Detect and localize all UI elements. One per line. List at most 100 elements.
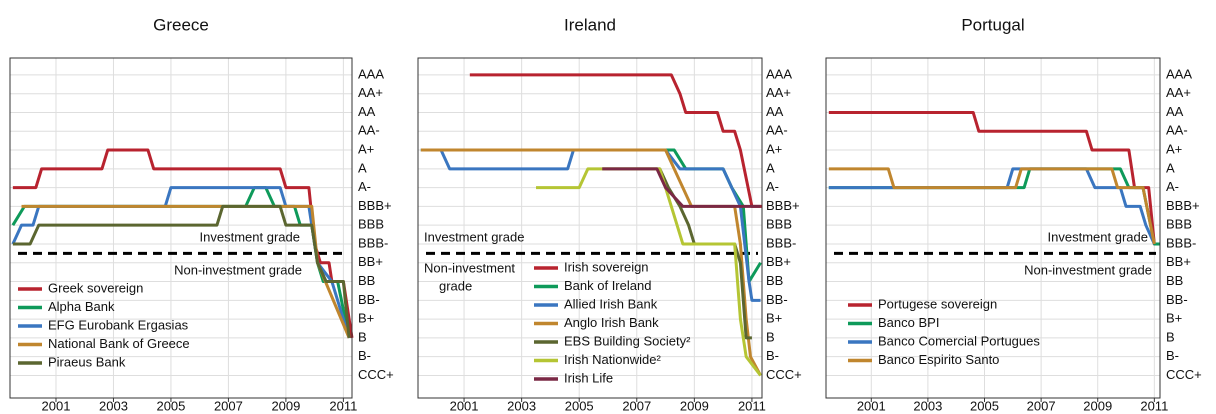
y-tick-label: AA+ [1166,85,1191,100]
legend-label: EBS Building Society² [564,333,691,348]
legend-label: Banco Espirito Santo [878,352,999,367]
plot-area [418,58,762,398]
y-tick-label: AAA [1166,66,1192,81]
panel-title: Ireland [564,15,616,34]
x-tick-label: 2009 [1083,398,1112,413]
y-tick-label: BBB+ [766,198,800,213]
legend-label: Irish Nationwide² [564,352,661,367]
x-tick-label: 2007 [622,398,651,413]
plot-frame [417,57,763,399]
x-tick-label: 2011 [329,398,357,413]
y-tick-label: B+ [358,311,374,326]
y-tick-label: BB [766,273,783,288]
y-tick-label: AA+ [358,85,383,100]
y-tick-label: BBB- [1166,235,1196,250]
y-tick-label: BBB- [358,235,388,250]
y-tick-label: BBB- [766,235,796,250]
legend-label: Banco BPI [878,315,939,330]
annotation: Non-investment grade [1024,262,1152,277]
y-tick-label: BB+ [1166,254,1191,269]
y-tick-label: A- [766,179,779,194]
legend-label: Banco Comercial Portugues [878,333,1040,348]
y-tick-label: A [1166,160,1175,175]
y-tick-label: BB+ [766,254,791,269]
legend-label: Alpha Bank [48,299,115,314]
legend-label: Irish sovereign [564,259,649,274]
y-tick-label: BB [358,273,375,288]
legend-label: Irish Life [564,370,613,385]
x-tick-label: 2005 [970,398,999,413]
y-tick-label: A [766,160,775,175]
y-tick-label: B [766,329,775,344]
x-tick-label: 2009 [680,398,709,413]
y-tick-label: A- [358,179,371,194]
x-tick-label: 2009 [271,398,300,413]
legend-label: Allied Irish Bank [564,296,658,311]
series-line [828,167,1156,245]
y-tick-label: AA [766,104,784,119]
y-tick-label: AA [1166,104,1184,119]
series-line [12,148,354,339]
x-tick-label: 2007 [214,398,243,413]
x-tick-label: 2001 [857,398,886,413]
plot-frame [825,57,1161,399]
annotation: Investment grade [1048,229,1148,244]
y-tick-label: AAA [358,66,384,81]
y-tick-label: A+ [766,141,782,156]
y-tick-label: B- [1166,348,1179,363]
series-line [536,167,762,377]
y-tick-label: BB- [766,292,788,307]
y-tick-label: A [358,160,367,175]
y-tick-label: CCC+ [766,367,802,382]
y-tick-label: AA- [358,123,380,138]
y-tick-label: B [1166,329,1175,344]
y-tick-label: A+ [1166,141,1182,156]
panel-title: Greece [153,15,209,34]
y-tick-label: AA- [1166,123,1188,138]
y-tick-label: A+ [358,141,374,156]
y-tick-label: BB- [358,292,380,307]
legend-label: National Bank of Greece [48,336,190,351]
y-tick-label: A- [1166,179,1179,194]
series-line [12,204,351,339]
y-tick-label: BB- [1166,292,1188,307]
y-tick-label: BBB [766,217,792,232]
y-tick-label: AAA [766,66,792,81]
plot-area [826,58,1160,398]
annotation: grade [439,278,472,293]
series-line [828,110,1160,246]
series-line [420,148,761,302]
x-tick-label: 2003 [507,398,536,413]
y-tick-label: B+ [1166,311,1182,326]
x-tick-label: 2003 [99,398,128,413]
y-tick-label: AA [358,104,376,119]
annotation: Investment grade [200,229,300,244]
y-tick-label: CCC+ [1166,367,1202,382]
y-tick-label: BBB [1166,217,1192,232]
legend-label: Anglo Irish Bank [564,315,659,330]
plot-frame [9,57,353,399]
annotation: Non-investment [424,260,515,275]
annotation: Investment grade [424,229,524,244]
y-tick-label: BBB+ [358,198,392,213]
annotation: Non-investment grade [174,262,302,277]
x-tick-label: 2001 [450,398,479,413]
x-tick-label: 2011 [1140,398,1168,413]
y-tick-label: BB [1166,273,1183,288]
x-tick-label: 2001 [42,398,71,413]
x-tick-label: 2011 [738,398,766,413]
x-tick-label: 2007 [1027,398,1056,413]
legend-label: Greek sovereign [48,280,143,295]
series-line [828,167,1156,245]
y-tick-label: BBB+ [1166,198,1200,213]
y-tick-label: CCC+ [358,367,394,382]
y-tick-label: B- [766,348,779,363]
legend-label: Piraeus Bank [48,354,126,369]
y-tick-label: BBB [358,217,384,232]
legend-label: EFG Eurobank Ergasias [48,317,189,332]
y-tick-label: AA+ [766,85,791,100]
y-tick-label: BB+ [358,254,383,269]
x-tick-label: 2003 [913,398,942,413]
legend-label: Portugese sovereign [878,296,997,311]
x-tick-label: 2005 [565,398,594,413]
